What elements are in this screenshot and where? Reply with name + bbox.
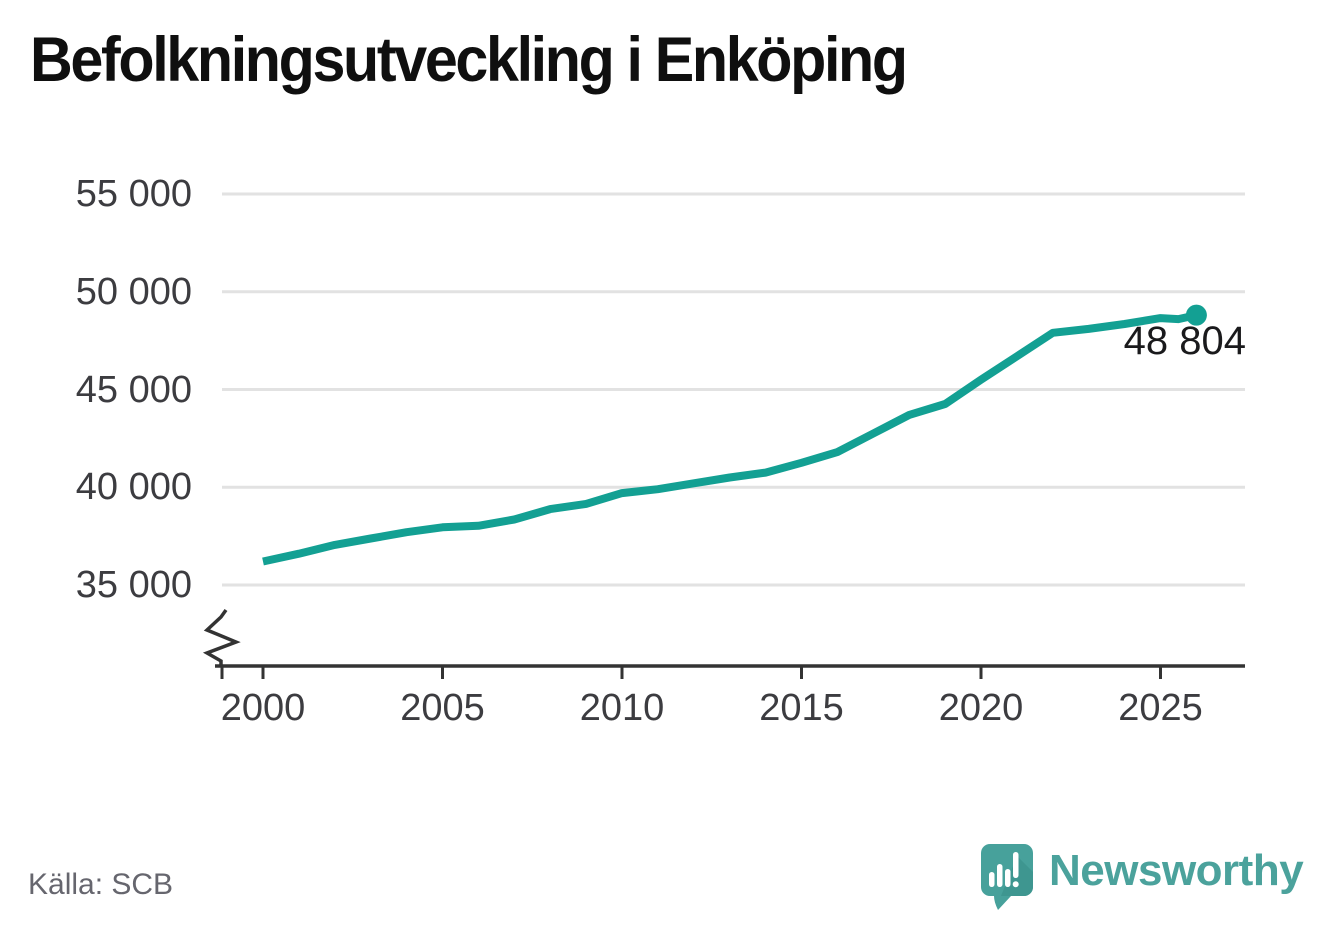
x-axis-tick-label: 2000 — [220, 687, 306, 729]
y-axis-tick-label: 55 000 — [75, 173, 192, 215]
x-axis-tick-label: 2025 — [1118, 687, 1203, 729]
y-axis-tick-label: 40 000 — [75, 466, 192, 509]
axis-break-zigzag — [202, 608, 241, 666]
latest-value-label: 48 804 — [1123, 319, 1246, 363]
latest-value-dot — [1185, 304, 1207, 326]
y-axis-tick-label: 45 000 — [75, 368, 192, 411]
x-axis-tick-label: 2010 — [579, 687, 665, 729]
newsworthy-brand-link[interactable]: Newsworthy — [981, 844, 1304, 914]
y-axis-tick-label: 50 000 — [75, 270, 192, 313]
y-axis-tick-label: 35 000 — [75, 564, 192, 606]
population-line — [262, 311, 1198, 566]
x-axis-tick-label: 2005 — [400, 687, 485, 729]
x-axis-tick-label: 2015 — [759, 687, 844, 729]
x-axis-tick-label: 2020 — [938, 687, 1024, 729]
chart-title: Befolkningsutveckling i Enköping — [30, 25, 908, 95]
newsworthy-brand-name: Newsworthy — [1049, 846, 1304, 895]
newsworthy-logo-icon — [981, 844, 1033, 910]
source-note: Källa: SCB — [28, 868, 174, 901]
